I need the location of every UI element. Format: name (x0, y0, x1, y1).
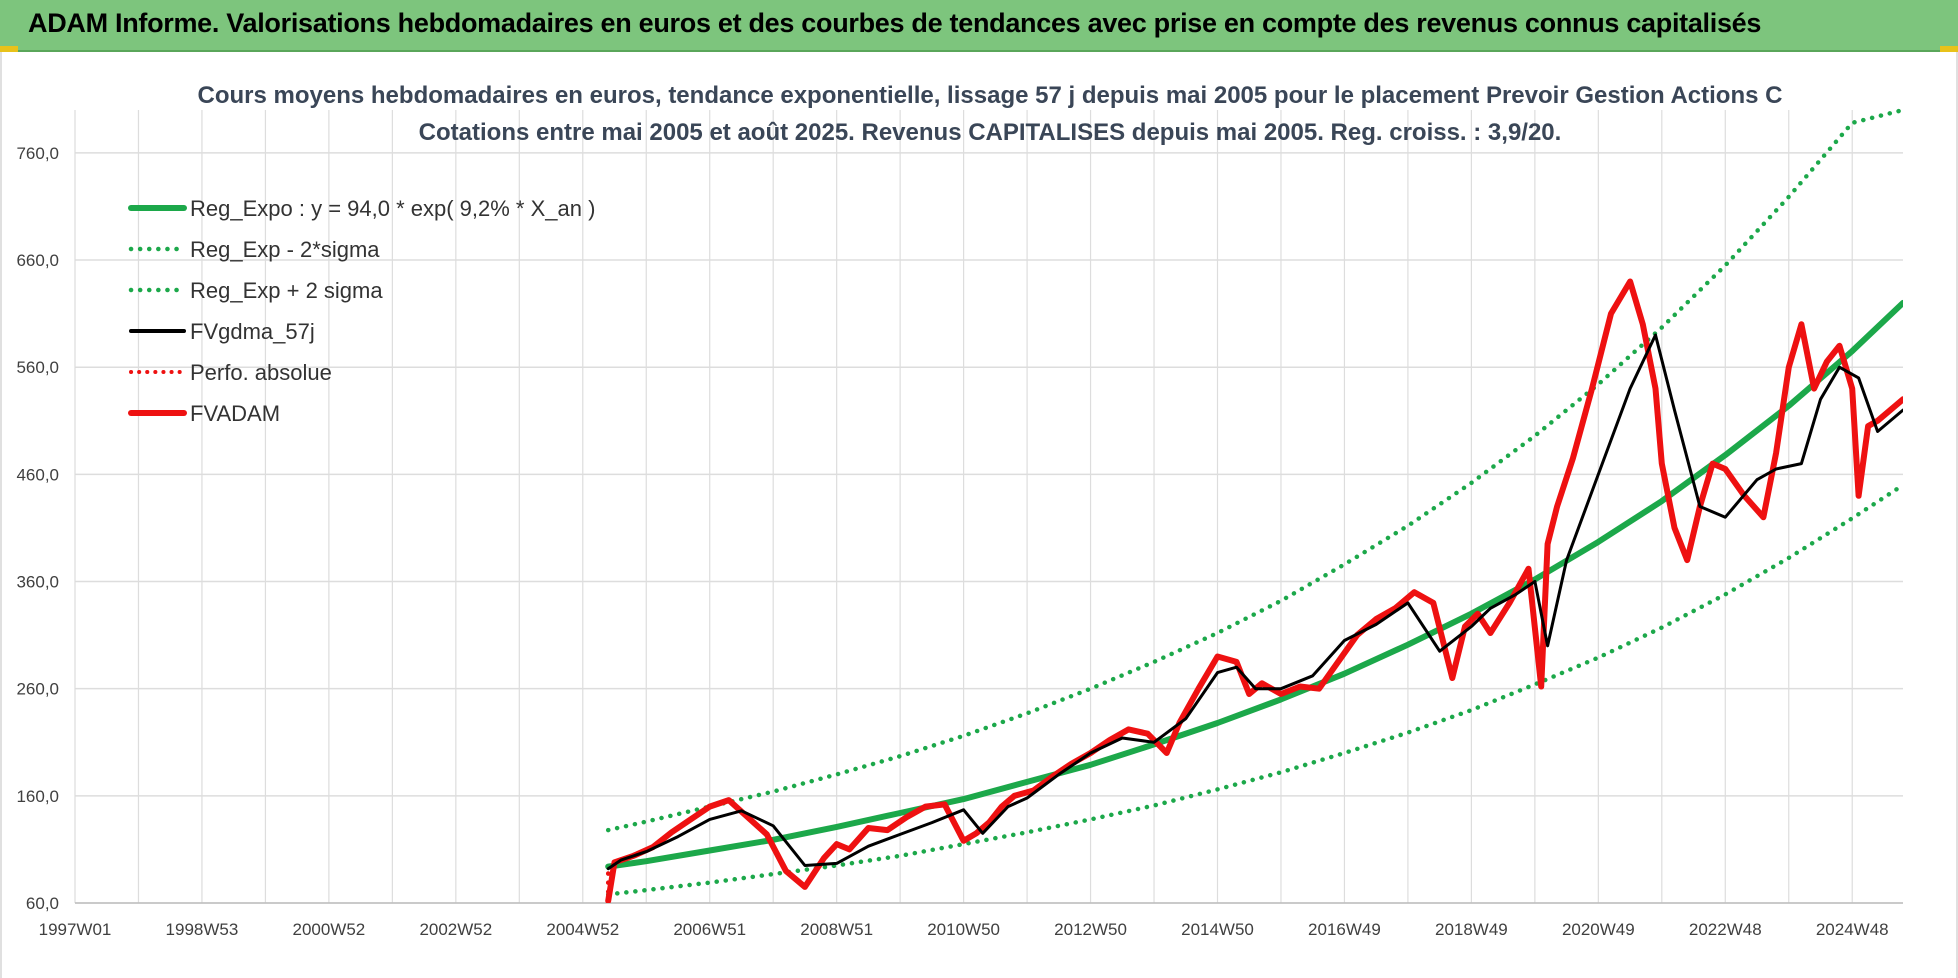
y-tick-label: 660,0 (16, 251, 59, 270)
series-line-fvadam (605, 278, 1903, 903)
legend-label: Perfo. absolue (190, 360, 332, 385)
banner-corner-left (0, 46, 18, 52)
chart-subtitle: Cotations entre mai 2005 et août 2025. R… (419, 119, 1562, 146)
y-tick-label: 760,0 (16, 144, 59, 163)
series-line-reg-exp (605, 482, 1903, 897)
x-tick-label: 2004W52 (546, 920, 619, 939)
series-line-fvgdma-57j (606, 333, 1903, 871)
x-tick-label: 2000W52 (292, 920, 365, 939)
x-tick-label: 2022W48 (1689, 920, 1762, 939)
report-title: ADAM Informe. Valorisations hebdomadaire… (28, 8, 1762, 38)
y-tick-label: 260,0 (16, 680, 59, 699)
y-tick-label: 160,0 (16, 787, 59, 806)
y-tick-label: 60,0 (26, 894, 59, 913)
series-layer (605, 107, 1903, 903)
x-tick-label: 2016W49 (1308, 920, 1381, 939)
x-tick-label: 2024W48 (1816, 920, 1889, 939)
y-tick-label: 360,0 (16, 573, 59, 592)
legend-label: FVgdma_57j (190, 319, 315, 344)
legend-label: FVADAM (190, 401, 280, 426)
x-tick-label: 2014W50 (1181, 920, 1254, 939)
chart-title: Cours moyens hebdomadaires en euros, ten… (198, 82, 1783, 109)
series-line-reg-exp (605, 107, 1903, 833)
x-tick-label: 2018W49 (1435, 920, 1508, 939)
x-tick-label: 2006W51 (673, 920, 746, 939)
banner-corner-right (1940, 46, 1958, 52)
x-tick-label: 2002W52 (419, 920, 492, 939)
x-tick-label: 2020W49 (1562, 920, 1635, 939)
x-tick-label: 2012W50 (1054, 920, 1127, 939)
legend-label: Reg_Expo : y = 94,0 * exp( 9,2% * X_an ) (190, 196, 595, 221)
x-tick-label: 2008W51 (800, 920, 873, 939)
report-banner: ADAM Informe. Valorisations hebdomadaire… (0, 0, 1958, 52)
legend-label: Reg_Exp + 2 sigma (190, 278, 383, 303)
x-axis: 1997W01 1998W53 2000W52 2002W52 2004W52 2006W… (39, 920, 1889, 939)
x-tick-label: 2010W50 (927, 920, 1000, 939)
y-tick-label: 560,0 (16, 358, 59, 377)
legend-label: Reg_Exp - 2*sigma (190, 237, 380, 262)
y-axis: 760,0 660,0 560,0 460,0 360,0 260,0 160,0 60,0 (16, 144, 59, 913)
legend: Reg_Expo : y = 94,0 * exp( 9,2% * X_an )… (128, 196, 595, 426)
chart-grid (74, 110, 1903, 904)
y-tick-label: 460,0 (16, 465, 59, 484)
chart-frame (0, 52, 1958, 978)
x-tick-label: 1997W01 (39, 920, 112, 939)
x-tick-label: 1998W53 (166, 920, 239, 939)
